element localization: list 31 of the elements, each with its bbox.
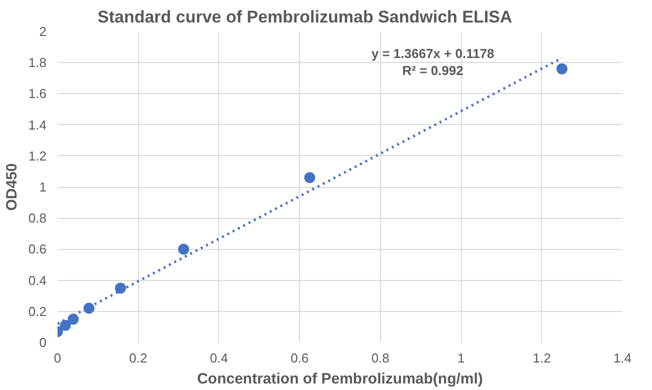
annotation: y = 1.3667x + 0.1178 <box>371 46 494 61</box>
y-tick-label: 0.8 <box>28 210 47 226</box>
y-tick-label: 0.6 <box>28 242 47 257</box>
x-tick-label: 0.8 <box>371 350 390 366</box>
y-tick-label: 0 <box>39 335 47 350</box>
x-tick-label: 0.6 <box>290 350 309 366</box>
annotation: R² = 0.992 <box>402 62 464 78</box>
x-tick-label: 1.2 <box>532 350 551 366</box>
y-tick-label: 1.2 <box>28 148 47 164</box>
point <box>178 244 190 255</box>
point <box>68 314 79 325</box>
y-tick-label: 2 <box>39 24 47 39</box>
y-tick-label: 0.2 <box>28 304 47 319</box>
chart-title: Standard curve of Pembrolizumab Sandwich ELISA <box>98 8 512 26</box>
y-tick-label: 1.4 <box>28 117 47 132</box>
x-axis-title: Concentration of Pembrolizumab(ng/ml) <box>197 370 483 388</box>
x-tick-label: 1 <box>457 350 465 366</box>
y-tick-label: 1.8 <box>28 55 47 70</box>
point <box>60 320 71 331</box>
point <box>556 63 568 74</box>
x-tick-label: 0.2 <box>129 350 148 366</box>
y-tick-label: 1 <box>39 180 47 194</box>
x-tick-label: 1.4 <box>613 350 632 366</box>
y-axis-title: OD450 <box>3 163 20 211</box>
y-tick-label: 0.4 <box>28 272 47 288</box>
point <box>114 282 126 294</box>
x-tick-label: 0.4 <box>210 350 228 366</box>
x-tick-label: 0 <box>54 350 62 366</box>
point <box>83 302 94 314</box>
y-tick-label: 1.6 <box>28 86 47 102</box>
point <box>304 172 316 184</box>
